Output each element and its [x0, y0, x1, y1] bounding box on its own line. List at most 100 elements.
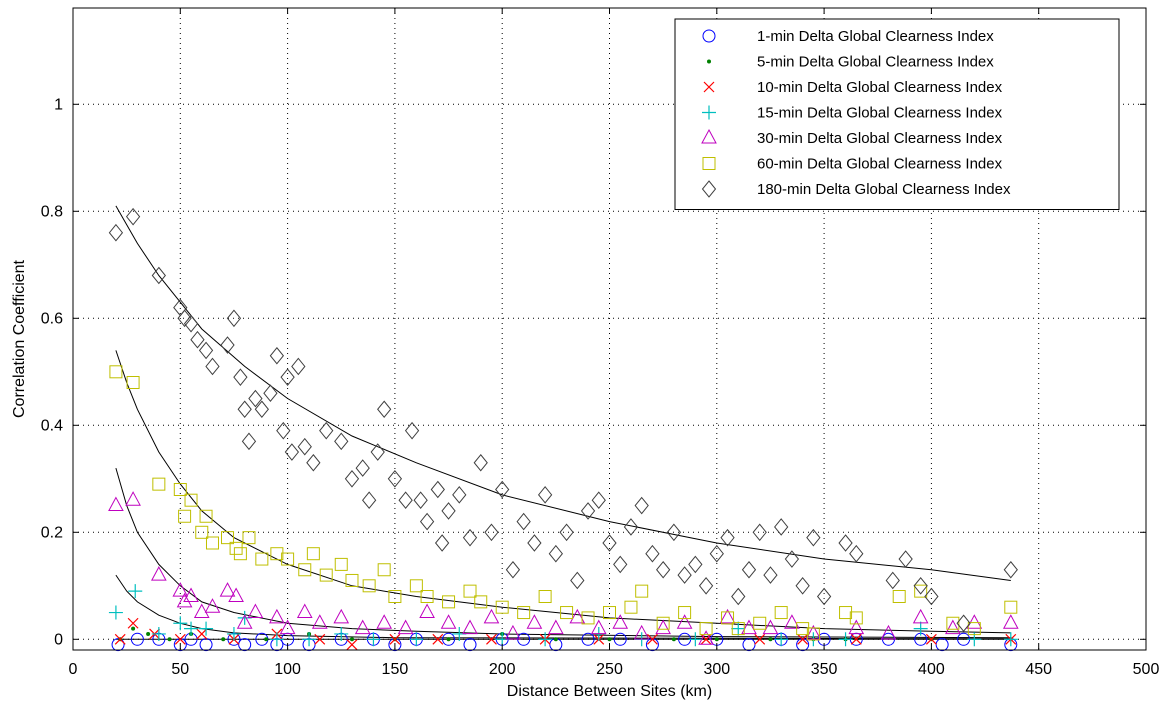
data-point	[226, 626, 241, 641]
y-tick-label: 0.6	[41, 310, 63, 327]
x-tick-label: 450	[1025, 661, 1052, 678]
data-point	[784, 614, 800, 629]
legend-marker	[701, 128, 717, 144]
data-point	[298, 563, 312, 577]
data-point	[898, 550, 913, 568]
data-point	[389, 633, 401, 645]
data-point	[646, 633, 658, 645]
x-tick-label: 400	[918, 661, 945, 678]
data-point	[173, 483, 187, 496]
data-point	[613, 555, 628, 574]
data-point	[623, 518, 639, 536]
data-point	[419, 603, 435, 619]
data-point	[548, 619, 564, 635]
data-point	[306, 453, 321, 472]
data-point	[440, 614, 457, 629]
data-point	[199, 509, 213, 523]
data-point	[404, 421, 420, 440]
data-point	[270, 547, 284, 561]
data-point	[763, 566, 778, 584]
data-point	[279, 619, 296, 635]
data-point	[397, 619, 414, 635]
data-point	[768, 637, 773, 642]
data-point	[731, 621, 746, 636]
data-point	[284, 443, 300, 461]
data-point	[125, 491, 141, 506]
data-point	[221, 637, 226, 642]
data-point	[590, 619, 607, 635]
data-point	[462, 619, 478, 635]
data-point	[688, 555, 703, 574]
data-point	[254, 400, 269, 419]
series-30-min-delta-global-clearness-index	[108, 491, 1019, 645]
data-point	[345, 573, 359, 587]
data-point	[935, 638, 949, 652]
data-point	[806, 627, 820, 641]
data-point	[699, 622, 713, 636]
data-point	[666, 523, 682, 542]
data-point	[537, 486, 553, 504]
data-point	[1003, 632, 1018, 647]
data-point	[432, 633, 444, 645]
data-point	[241, 432, 257, 451]
data-point	[236, 614, 253, 629]
data-point	[795, 577, 810, 595]
data-point	[184, 621, 199, 636]
data-point	[130, 632, 144, 646]
data-point	[580, 502, 596, 520]
data-point	[413, 491, 428, 509]
data-point	[656, 616, 670, 630]
data-point	[366, 632, 381, 647]
data-point	[229, 541, 243, 555]
data-point	[656, 560, 671, 579]
data-point	[452, 486, 467, 504]
data-point	[269, 608, 285, 624]
data-point	[334, 626, 349, 641]
data-point	[281, 552, 295, 566]
data-point	[306, 547, 320, 561]
data-point	[754, 633, 766, 645]
data-point	[613, 632, 627, 646]
data-point	[925, 633, 937, 645]
data-point	[184, 493, 198, 507]
data-point	[151, 566, 167, 581]
legend-item: 15-min Delta Global Clearness Index	[702, 105, 1003, 122]
data-point	[108, 605, 123, 620]
data-point	[111, 638, 125, 652]
data-point	[319, 568, 333, 582]
legend-box	[674, 18, 1120, 210]
data-point	[569, 608, 586, 624]
data-point	[233, 547, 247, 561]
data-point	[255, 552, 269, 566]
data-point	[581, 611, 595, 625]
data-point	[228, 587, 244, 602]
data-point	[676, 614, 693, 629]
x-tick-label: 350	[811, 661, 838, 678]
data-point	[398, 491, 413, 509]
data-point	[354, 619, 371, 635]
data-point	[945, 619, 961, 635]
y-tick-label: 0.2	[41, 524, 63, 541]
data-point	[719, 608, 736, 624]
data-point	[581, 632, 595, 646]
data-point	[205, 536, 219, 550]
data-point	[177, 309, 192, 328]
data-point	[624, 600, 638, 614]
data-point	[912, 608, 929, 624]
data-point	[344, 470, 360, 488]
data-point	[892, 590, 906, 603]
data-point	[495, 480, 510, 499]
legend-label: 5-min Delta Global Clearness Index	[757, 54, 994, 71]
data-points	[108, 207, 1019, 652]
data-point	[226, 309, 242, 328]
data-point	[362, 579, 376, 593]
data-point	[753, 616, 767, 630]
data-point	[774, 632, 789, 647]
data-point	[126, 376, 140, 389]
data-point	[762, 619, 779, 635]
data-point	[741, 560, 757, 579]
fit-curve-180-min-delta-global-clearness-index	[115, 205, 1011, 581]
data-point	[603, 606, 616, 620]
data-point	[108, 223, 124, 242]
data-point	[334, 432, 349, 451]
